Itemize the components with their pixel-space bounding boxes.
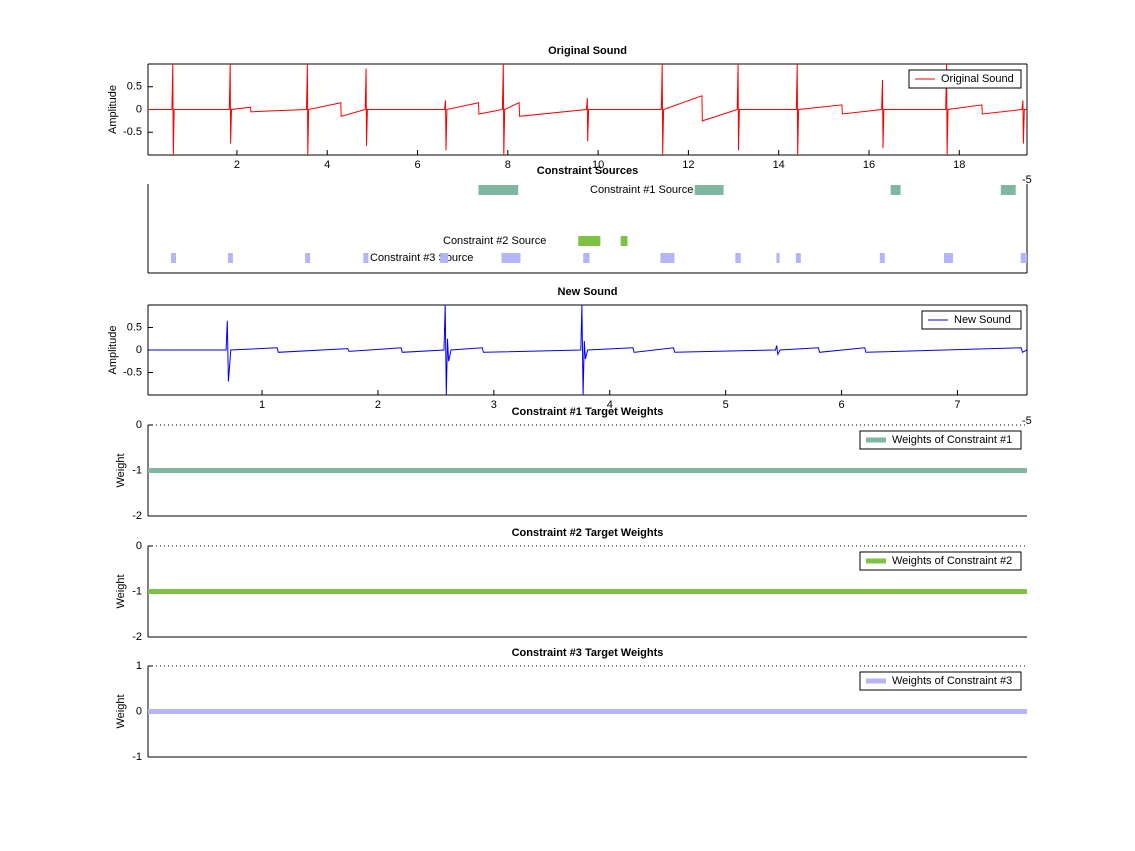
series-label: Constraint #3 Source [370,252,473,264]
y-tick-label: 0 [136,705,142,717]
waveform [148,63,1027,156]
x-tick-label: 1 [259,399,265,411]
x-tick-label: 10 [592,159,604,171]
x-tick-label: 8 [505,159,511,171]
x-tick-label: 2 [375,399,381,411]
x-tick-label: 6 [838,399,844,411]
x-tick-label: 4 [607,399,613,411]
legend-label: Original Sound [941,73,1014,85]
source-segment [795,253,801,263]
x-tick-label: 14 [773,159,785,171]
x-tick-label: 12 [682,159,694,171]
source-segment [1000,185,1016,195]
y-tick-label: 0 [136,540,142,552]
source-segment [583,253,590,263]
y-axis-label: Weight [115,453,127,487]
y-axis-label: Amplitude [107,326,119,375]
y-tick-label: -1 [132,751,142,763]
chart-title: Constraint #2 Target Weights [512,527,664,539]
x-tick-label: 6 [414,159,420,171]
x-tick-label: 4 [324,159,330,171]
legend-box [859,430,1022,450]
source-segment [879,253,885,263]
chart-title: Constraint #1 Target Weights [512,406,664,418]
legend-box [921,310,1022,330]
y-tick-label: 0 [136,103,142,115]
source-segment [363,253,369,263]
x-tick-label: 16 [863,159,875,171]
y-tick-label: -1 [132,585,142,597]
source-segment [227,253,233,263]
x-tick-label: 7 [954,399,960,411]
series-label: Constraint #2 Source [443,235,546,247]
x-tick-label: 3 [491,399,497,411]
y-tick-label: -0.5 [123,126,142,138]
legend-label: Weights of Constraint #1 [892,434,1012,446]
source-segment [578,236,601,246]
y-axis-label: Amplitude [107,85,119,134]
y-tick-label: -0.5 [123,366,142,378]
source-segment [620,236,628,246]
y-axis-label: Weight [115,694,127,728]
source-segment [660,253,675,263]
source-segment [1020,253,1027,263]
y-tick-label: 0.5 [127,81,142,93]
y-axis-label: Weight [115,574,127,608]
waveform [149,304,1028,396]
legend-box [859,671,1022,691]
x-tick-label: 2 [234,159,240,171]
source-segment [694,185,724,195]
source-segment [440,253,449,263]
series-label: Constraint #1 Source [590,184,693,196]
legend-label: Weights of Constraint #3 [892,675,1012,687]
chart-title: Original Sound [548,45,627,57]
chart-title: Constraint Sources [537,165,638,177]
x-tick-label: 18 [953,159,965,171]
y-tick-label: 0 [136,419,142,431]
source-segment [501,253,521,263]
exponent-label: -5 [1022,174,1032,186]
source-segment [478,185,519,195]
source-segment [943,253,953,263]
x-tick-label: 5 [723,399,729,411]
chart-title: Constraint #3 Target Weights [512,647,664,659]
y-tick-label: 0.5 [127,321,142,333]
source-segment [305,253,311,263]
exponent-label: -5 [1022,415,1032,427]
source-segment [735,253,741,263]
legend-box [859,551,1022,571]
legend-label: Weights of Constraint #2 [892,555,1012,567]
y-tick-label: 1 [136,660,142,672]
y-tick-label: -2 [132,510,142,522]
chart-title: New Sound [558,286,618,298]
legend-box [908,69,1022,89]
source-segment [776,253,780,263]
source-segment [171,253,176,263]
y-tick-label: -2 [132,631,142,643]
y-tick-label: -1 [132,464,142,476]
y-tick-label: 0 [136,344,142,356]
source-segment [890,185,901,195]
legend-label: New Sound [954,314,1011,326]
